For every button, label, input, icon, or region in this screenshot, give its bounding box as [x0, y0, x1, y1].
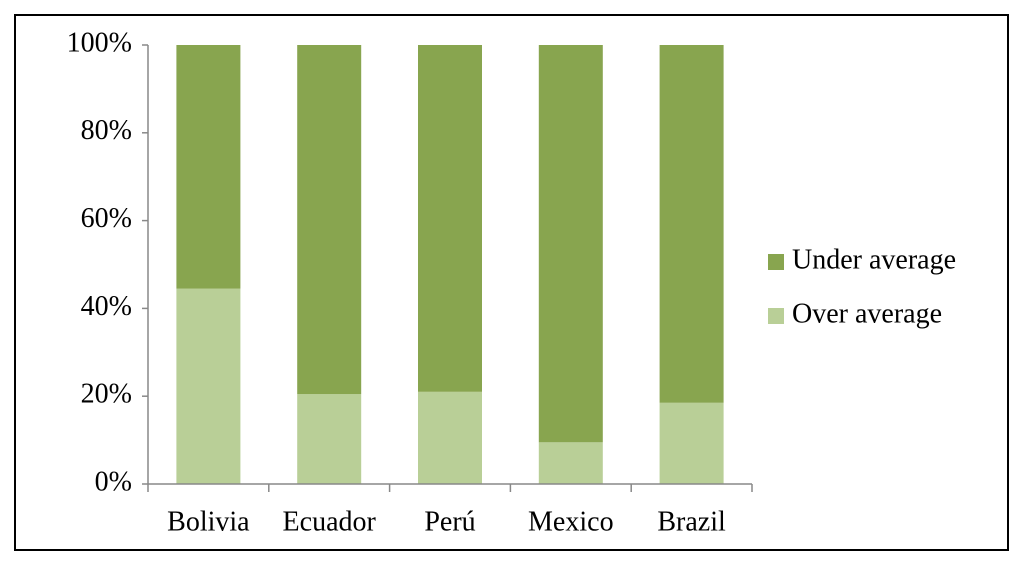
- bar-segment: [297, 394, 362, 484]
- y-tick-label: 0%: [95, 466, 132, 497]
- y-tick-label: 60%: [81, 203, 132, 234]
- y-tick-label: 40%: [81, 291, 132, 322]
- bar-segment: [538, 45, 603, 443]
- legend-swatch: [768, 254, 784, 270]
- bar-segment: [538, 442, 603, 484]
- bar-segment: [659, 45, 724, 403]
- legend-label: Over average: [792, 298, 942, 329]
- bar-segment: [297, 45, 362, 395]
- x-tick-label: Perú: [424, 506, 475, 537]
- y-tick-label: 100%: [67, 27, 132, 58]
- legend-swatch: [768, 308, 784, 324]
- x-tick-label: Mexico: [528, 506, 614, 537]
- bar-segment: [418, 391, 482, 484]
- bar-segment: [176, 45, 241, 289]
- chart-border: [14, 14, 1009, 551]
- x-tick-label: Ecuador: [283, 506, 377, 537]
- x-tick-label: Brazil: [657, 506, 726, 537]
- y-tick-label: 80%: [81, 115, 132, 146]
- x-tick-label: Bolivia: [167, 506, 250, 537]
- bar-segment: [418, 45, 482, 392]
- bar-segment: [659, 402, 724, 484]
- legend-label: Under average: [792, 244, 956, 275]
- bar-segment: [176, 288, 241, 484]
- y-tick-label: 20%: [81, 379, 132, 410]
